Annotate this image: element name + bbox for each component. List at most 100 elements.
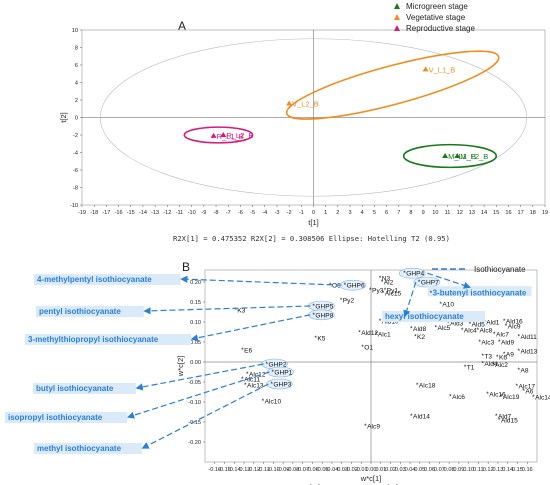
loading-point-label: Ald4 [484,361,498,368]
loading-point-label: Alc8 [479,328,492,335]
x-tick-label: 2 [336,210,339,216]
x-tick-label: -10 [188,210,196,216]
annotation-arrow [427,272,471,289]
x-tick-label: 0.11 [473,467,483,473]
x-tick-label: 1 [324,210,327,216]
x-tick-label: -8 [214,210,219,216]
y-tick-label: -8 [73,186,78,192]
loading-point-label: Py1 [387,288,399,295]
loading-point-marker: * [478,339,481,346]
loading-point-label: GHP6 [347,283,365,290]
loading-point-label: Ald8 [413,326,427,333]
group-ellipse [402,143,498,169]
loading-point-marker: * [503,318,506,325]
loading-point-marker: * [495,413,498,420]
x-tick-label: 0 [312,210,315,216]
loading-point-marker: * [517,348,520,355]
loading-point-marker: * [375,331,378,338]
y-tick-label: -0.15 [188,420,201,426]
loading-point-marker: * [262,398,265,405]
loading-point-marker: * [410,413,413,420]
loading-point-marker: * [493,331,496,338]
loading-point-label: K6 [499,355,507,362]
ghp-highlight [413,276,441,288]
x-tick-label: 10 [432,210,438,216]
loading-point-label: Alc4 [464,328,477,335]
loading-point-marker: * [244,382,247,389]
x-tick-label: 14 [481,210,487,216]
y-axis-label: w*c[2] [176,356,185,377]
loading-point-marker: * [447,320,450,327]
loading-point-marker: * [461,327,464,334]
loading-point-label: 3-butenyl isothiocyanate [433,289,527,298]
x-tick-label: -0.14 [228,467,241,473]
loading-point-label: GHP2 [269,362,287,369]
x-tick-label: 0.16 [522,467,533,473]
annotation-arrow [127,371,270,419]
x-tick-label: -2 [287,210,292,216]
loading-point-marker: * [410,325,413,332]
y-tick-label: 4 [75,81,78,87]
y-tick-label: -0.10 [188,400,201,406]
x-tick-label: -3 [274,210,279,216]
loading-point-marker: * [517,333,520,340]
x-tick-label: 0.04 [405,467,416,473]
annotation-arrow [180,275,342,286]
loading-point-marker: * [369,287,372,294]
x-tick-label: -0.13 [238,467,251,473]
loading-point-label: Alc13 [247,382,264,389]
score-point-label: V_L2_B [292,100,319,109]
x-tick-label: -0.09 [277,467,290,473]
r2x-stats-b: R2X[1] = 0.475352 R2X[2] = 0.308506 [295,483,446,485]
annotation-arrow [143,305,311,315]
x-tick-label: -0.04 [326,467,339,473]
y-tick-label: 8 [75,46,78,52]
loading-plot-panel: B-0.16-0.15-0.14-0.13-0.12-0.11-0.10-0.0… [5,260,550,485]
loading-point-label: Py3 [372,288,384,295]
annotation-label: pentyl isothiocyanate [39,307,121,316]
loading-point-marker: * [358,329,361,336]
x-tick-label: 19 [542,210,548,216]
loading-point-label: A8 [520,368,528,375]
legend-entry: Vegetative stage [406,13,466,22]
loading-point-label: Ald15 [501,418,518,425]
y-tick-label: 10 [72,28,78,34]
loading-point-label: Alc6 [452,394,465,401]
loading-point-marker: * [382,290,385,297]
loading-point-marker: * [266,361,269,368]
x-tick-label: 16 [505,210,511,216]
loading-point-marker: * [414,333,417,340]
loading-point-label: Alc3 [481,340,494,347]
hotelling-ellipse [99,38,528,197]
loading-point-label: Alc14 [535,395,550,402]
loading-point-marker: * [498,417,501,424]
loading-point-label: N3 [382,276,391,283]
loading-point-marker: * [522,388,525,395]
group-ellipse [183,126,254,144]
loading-point-marker: * [379,275,382,282]
x-tick-label: 12 [457,210,463,216]
loading-point-marker: * [271,369,274,376]
x-tick-label: 0.03 [395,467,406,473]
loading-point-label: Alc18 [419,383,436,390]
y-tick-label: 0.15 [190,300,201,306]
loading-point-label: GHP1 [274,370,292,377]
loading-point-label: Py2 [343,298,355,305]
loading-point-label: K5 [317,336,325,343]
score-point-label: R_L2_B [226,131,253,140]
legend-entry: Isothiocyanate [474,265,526,274]
score-point [422,66,429,72]
loading-point-label: Ald1 [486,320,500,327]
x-tick-label: 0.09 [453,467,464,473]
loading-point-marker: * [381,279,384,286]
loading-point-label: GHP4 [406,271,424,278]
loading-point-marker: * [246,371,249,378]
x-tick-label: -16 [115,210,123,216]
loading-point-label: Alc10 [265,398,282,405]
label-highlight [427,286,532,297]
y-tick-label: 0.20 [190,280,201,286]
loading-point-marker: * [361,344,364,351]
loading-point-label: Ald3 [450,320,464,327]
x-tick-label: 18 [530,210,536,216]
